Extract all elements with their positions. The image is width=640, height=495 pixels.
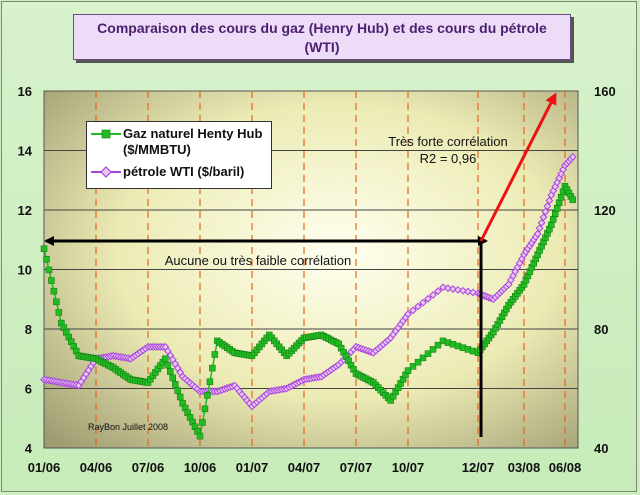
right-tick-label: 120 [594,203,616,218]
gas-point [551,210,559,218]
oil-point [541,207,550,216]
right-axis-ticks: 40 80 120 160 [594,84,616,456]
annotation-r2: R2 = 0,96 [420,151,477,166]
oil-point [439,283,447,292]
legend-label-gas: Gaz naturel Henty Hub [123,126,263,141]
oil-point [469,288,477,297]
gas-point [424,350,432,357]
left-tick-label: 4 [25,441,33,456]
gas-point [174,387,181,394]
x-tick-label: 10/07 [392,460,425,475]
gas-point [550,216,557,223]
oil-point [545,196,554,205]
gas-point [50,287,58,295]
oil-point [409,306,417,315]
series-layer [40,152,577,440]
gas-point [409,363,417,370]
chart-title: Comparaison des cours du gaz (Henry Hub)… [73,14,571,60]
gas-point [434,341,442,349]
left-axis-ticks: 4 6 8 10 12 14 16 [18,84,33,456]
chart-legend: Gaz naturel Henty Hub ($/MMBTU) pétrole … [86,121,272,189]
x-tick-label: 07/07 [340,460,373,475]
gas-point [206,378,214,385]
gas-point [553,205,561,212]
oil-point [419,298,427,307]
oil-point [464,287,472,296]
oil-point [444,284,452,293]
gas-point [164,361,172,369]
oil-point [543,202,552,211]
gas-point [419,354,427,362]
oil-point [539,213,548,222]
gas-point [204,392,211,399]
gas-point [414,358,422,366]
gas-point [53,298,60,306]
annotation-strong-correlation: Très forte corrélation [388,134,507,149]
gas-point [429,346,437,353]
gas-point [557,194,565,201]
left-tick-label: 10 [18,263,32,278]
legend-oil-marker [91,166,121,178]
left-tick-label: 12 [18,203,32,218]
left-tick-label: 16 [18,84,32,99]
gas-point [162,355,169,362]
oil-point [459,286,467,295]
x-tick-label: 04/07 [288,460,321,475]
gas-point [167,368,174,375]
x-tick-label: 06/08 [549,460,582,475]
x-tick-label: 01/07 [236,460,269,475]
legend-gas-marker [91,129,121,139]
left-tick-label: 14 [18,144,33,159]
oil-point [533,229,542,238]
gas-point [171,381,179,388]
gas-point [43,256,50,263]
gas-point [201,405,209,413]
gas-point [569,196,577,204]
x-tick-label: 10/06 [184,460,217,475]
author-credit: RayBon Juillet 2008 [88,422,168,432]
oil-point [454,285,462,294]
gas-point [548,221,555,229]
legend-label-oil: pétrole WTI ($/baril) [123,164,245,179]
oil-point [404,310,412,319]
oil-point [449,285,457,293]
gas-point [176,393,184,401]
gas-point [48,277,55,284]
x-axis-ticks: 01/06 04/06 07/06 10/06 01/07 04/07 07/07 10/07… [28,460,582,475]
gas-point [211,351,219,358]
x-tick-label: 07/06 [132,460,165,475]
legend-label-gas-unit: ($/MMBTU) [123,142,191,157]
strong-correlation-arrow [479,92,557,242]
oil-point [424,294,432,303]
chart-title-line-2: (WTI) [304,39,340,55]
left-tick-label: 8 [25,322,32,337]
x-tick-label: 04/06 [80,460,113,475]
right-tick-label: 40 [594,441,608,456]
x-tick-label: 12/07 [462,460,495,475]
x-tick-label: 03/08 [508,460,541,475]
chart-title-line-1: Comparaison des cours du gaz (Henry Hub)… [97,20,547,36]
gas-point [55,309,63,316]
oil-point [537,218,546,227]
x-tick-label: 01/06 [28,460,61,475]
gas-point [555,199,563,207]
annotation-weak-correlation: Aucune ou très faible corrélation [165,253,351,268]
right-tick-label: 160 [594,84,616,99]
right-tick-label: 80 [594,322,608,337]
gas-point [199,419,206,426]
oil-point [414,302,422,311]
gas-point [169,374,177,382]
oil-point [568,152,577,161]
gas-point [40,245,48,252]
gas-point [45,266,53,274]
oil-point [434,287,442,296]
gas-point [209,364,216,372]
oil-point [535,224,544,233]
gas-point [196,432,204,440]
gas-point [404,367,412,374]
oil-point [429,291,437,299]
left-tick-label: 6 [25,382,32,397]
